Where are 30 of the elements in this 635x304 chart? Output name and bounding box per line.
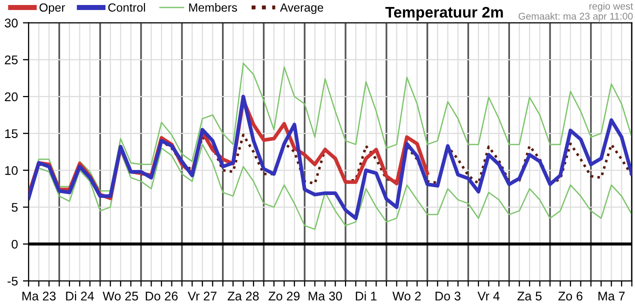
x-tick-label: Wo 2 xyxy=(392,292,421,300)
x-tick-label: Di 1 xyxy=(356,291,376,300)
text: regio west xyxy=(589,2,634,12)
x-tick-label: Di 24 xyxy=(66,291,94,300)
x-tick-label: Zo 29 xyxy=(268,292,300,300)
x-tick-label: Ma 7 xyxy=(598,292,625,300)
legend-label: Oper xyxy=(40,3,66,14)
y-tick-label: 15 xyxy=(5,129,18,138)
y-tick-label: 25 xyxy=(4,55,18,64)
y-tick-label: 20 xyxy=(4,92,18,102)
legend-label: Members xyxy=(189,3,238,12)
x-tick-label: Za 28 xyxy=(228,292,259,300)
x-tick-label: Za 5 xyxy=(517,292,542,300)
y-tick-label: 30 xyxy=(4,18,18,28)
y-tick-label: -5 xyxy=(8,276,18,286)
y-tick-label: 10 xyxy=(5,166,18,175)
x-tick-label: Wo 25 xyxy=(102,292,138,300)
legend-label: Average xyxy=(280,3,324,14)
x-tick-label: Do 3 xyxy=(436,292,460,300)
chart-title: Temperatuur 2m xyxy=(385,6,503,21)
x-tick-label: Do 26 xyxy=(146,292,178,300)
x-tick-label: Ma 23 xyxy=(22,292,56,300)
x-tick-label: Vr 4 xyxy=(478,292,500,300)
x-tick-label: Ma 30 xyxy=(308,292,342,300)
x-tick-label: Vr 27 xyxy=(188,292,216,300)
legend-label: Control xyxy=(108,3,145,12)
y-tick-label: 5 xyxy=(12,203,18,212)
text: Gemaakt: ma 23 apr 11:00 xyxy=(518,12,633,22)
x-tick-label: Zo 6 xyxy=(558,292,582,300)
y-tick-label: 0 xyxy=(12,240,18,249)
